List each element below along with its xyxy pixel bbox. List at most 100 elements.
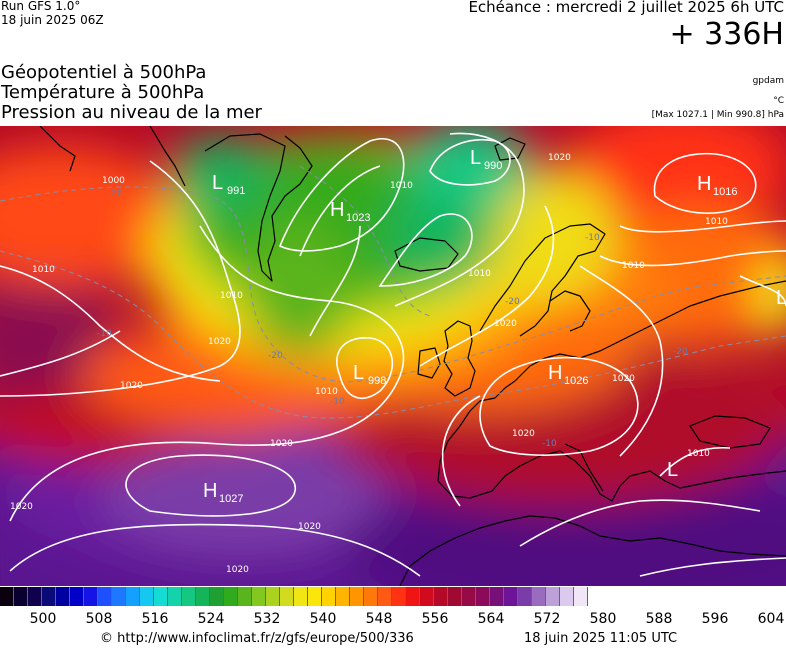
scale-label: 564 (477, 611, 505, 627)
temperature-label: -10 (97, 329, 112, 339)
title-geopotential: Géopotentiel à 500hPa (1, 62, 207, 83)
color-scale-swatch (42, 587, 56, 606)
svg-text:1026: 1026 (564, 375, 588, 387)
scale-label: 540 (309, 611, 337, 627)
color-scale-swatch (210, 587, 224, 606)
color-scale-swatch (504, 587, 518, 606)
isobar-label: 1020 (226, 565, 249, 575)
svg-text:H: H (330, 199, 344, 221)
color-scale-swatch (532, 587, 546, 606)
color-scale-swatch (490, 587, 504, 606)
low-center-east-1: L (776, 287, 786, 309)
low-center-991: L 991 (212, 172, 245, 197)
svg-text:L: L (353, 362, 364, 384)
color-scale-swatch (266, 587, 280, 606)
color-scale-swatch (252, 587, 266, 606)
pressure-centers: L 991 H 1023 L 998 L 990 H 1016 H 1026 (203, 147, 786, 505)
coastlines (39, 126, 786, 586)
unit-temperature: °C (773, 96, 784, 106)
color-scale-swatch (84, 587, 98, 606)
svg-text:991: 991 (227, 185, 245, 197)
svg-text:1027: 1027 (219, 493, 243, 505)
color-scale-swatch (140, 587, 154, 606)
generated-timestamp: 18 juin 2025 11:05 UTC (524, 631, 678, 646)
isobar-label: 1020 (208, 337, 231, 347)
color-scale-swatch (350, 587, 364, 606)
color-scale-swatch (364, 587, 378, 606)
svg-text:L: L (470, 147, 481, 169)
isobar-label: 1010 (687, 449, 710, 459)
scale-label: 580 (589, 611, 617, 627)
isobar-labels: 1000 1010 1010 1010 1020 1020 1010 1020 … (10, 153, 728, 575)
color-scale-swatch (560, 587, 574, 606)
scale-label: 604 (757, 611, 785, 627)
low-center-east-2: L (667, 459, 678, 481)
color-scale-swatch (322, 587, 336, 606)
svg-text:L: L (667, 459, 678, 481)
high-center-1023: H 1023 (330, 199, 370, 224)
svg-text:H: H (203, 480, 217, 502)
scale-label: 532 (253, 611, 281, 627)
isobar-label: 1010 (220, 291, 243, 301)
temperature-label: -20 (505, 297, 520, 307)
temperature-labels: -20 -10 -10 -20 -20 -10 -10 -20 (97, 189, 688, 449)
scale-label: 596 (701, 611, 729, 627)
color-scale (0, 587, 588, 606)
scale-label: 572 (533, 611, 561, 627)
color-scale-swatch (546, 587, 560, 606)
isobar-label: 1010 (705, 217, 728, 227)
pressure-range: [Max 1027.1 | Min 990.8] hPa (651, 110, 784, 120)
scale-label: 516 (141, 611, 169, 627)
high-center-1016: H 1016 (697, 173, 737, 198)
isobar-label: 1020 (612, 374, 635, 384)
svg-text:1016: 1016 (713, 186, 737, 198)
isobar-label: 1020 (298, 522, 321, 532)
temperature-label: -10 (585, 233, 600, 243)
isobar-label: 1010 (468, 269, 491, 279)
color-scale-labels: 500 508 516 524 532 540 548 556 564 572 … (0, 611, 786, 627)
svg-text:L: L (212, 172, 223, 194)
low-center-998: L 998 (353, 362, 386, 387)
color-scale-swatch (420, 587, 434, 606)
temperature-label: -20 (108, 189, 123, 199)
color-scale-swatch (154, 587, 168, 606)
color-scale-swatch (0, 587, 14, 606)
color-scale-swatch (56, 587, 70, 606)
isobars (0, 132, 786, 577)
temperature-label: -20 (673, 347, 688, 357)
svg-text:998: 998 (368, 375, 386, 387)
color-scale-swatch (28, 587, 42, 606)
color-scale-swatch (168, 587, 182, 606)
title-pressure: Pression au niveau de la mer (1, 102, 262, 123)
color-scale-swatch (70, 587, 84, 606)
scale-label: 500 (29, 611, 57, 627)
color-scale-swatch (462, 587, 476, 606)
temperature-label: -10 (330, 397, 345, 407)
color-scale-swatch (224, 587, 238, 606)
svg-text:H: H (697, 173, 711, 195)
scale-label: 548 (365, 611, 393, 627)
color-scale-swatch (280, 587, 294, 606)
color-scale-swatch (476, 587, 490, 606)
svg-text:1023: 1023 (346, 212, 370, 224)
isobar-label: 1020 (120, 381, 143, 391)
color-scale-swatch (518, 587, 532, 606)
isobar-label: 1000 (102, 176, 125, 186)
color-scale-swatch (406, 587, 420, 606)
color-scale-swatch (434, 587, 448, 606)
isobar-label: 1020 (548, 153, 571, 163)
scale-label: 556 (421, 611, 449, 627)
isobar-label: 1020 (494, 319, 517, 329)
title-temperature: Température à 500hPa (1, 82, 205, 103)
high-center-1027: H 1027 (203, 480, 243, 505)
unit-geopotential: gpdam (752, 76, 784, 86)
isobar-label: 1020 (10, 502, 33, 512)
color-scale-swatch (196, 587, 210, 606)
color-scale-swatch (448, 587, 462, 606)
svg-text:H: H (548, 362, 562, 384)
color-scale-swatch (392, 587, 406, 606)
isobar-label: 1010 (390, 181, 413, 191)
color-scale-swatch (14, 587, 28, 606)
run-date: 18 juin 2025 06Z (1, 13, 104, 27)
isobar-label: 1010 (32, 265, 55, 275)
